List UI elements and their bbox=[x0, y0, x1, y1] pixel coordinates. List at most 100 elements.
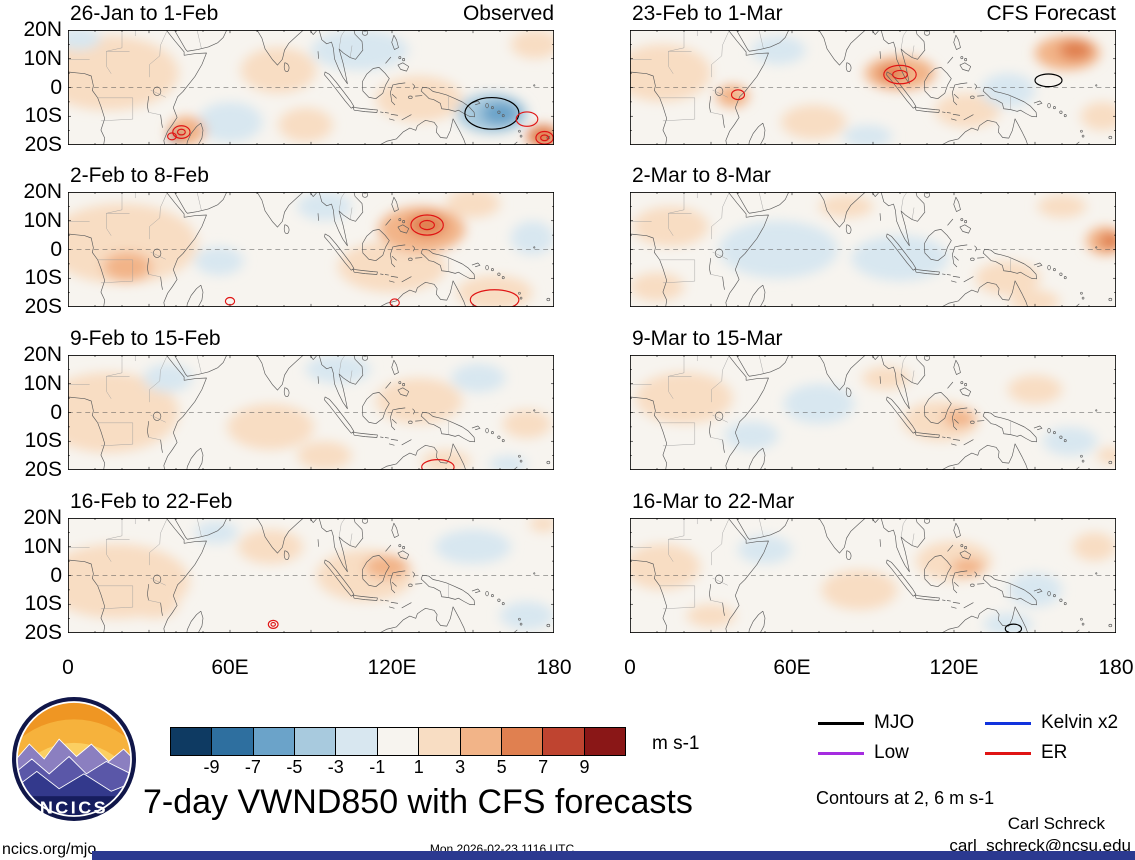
anomaly-map bbox=[68, 518, 554, 633]
coastline-layer bbox=[630, 355, 1113, 470]
legend-label: Kelvin x2 bbox=[1041, 712, 1119, 733]
legend-label: Low bbox=[874, 742, 909, 763]
er-wave-contour bbox=[730, 89, 746, 101]
contour-note: Contours at 2, 6 m s-1 bbox=[816, 788, 995, 808]
colorbar-tick-label: 3 bbox=[455, 757, 466, 777]
anomaly-map bbox=[68, 355, 554, 470]
colorbar-units: m s-1 bbox=[652, 733, 700, 754]
panel-title: 2-Feb to 8-Feb bbox=[70, 164, 209, 187]
er-wave-contour bbox=[267, 619, 279, 630]
panel-border bbox=[630, 355, 1116, 470]
map-panel-3: 16-Feb to 22-Feb bbox=[68, 490, 554, 633]
y-axis-label: 20S bbox=[24, 295, 62, 318]
y-axis-label: 0 bbox=[50, 563, 62, 587]
colorbar-cell bbox=[460, 728, 502, 755]
logo-text: NCICS bbox=[40, 798, 108, 818]
credit-name: Carl Schreck bbox=[1007, 814, 1105, 833]
coastline-layer bbox=[630, 518, 1113, 633]
credit-email: carl_schreck@ncsu.edu bbox=[949, 836, 1131, 855]
colorbar-cell bbox=[212, 728, 254, 755]
colorbar-tick-label: 5 bbox=[496, 757, 507, 777]
legend-label: ER bbox=[1041, 742, 1068, 763]
legend-line-er bbox=[985, 752, 1031, 755]
mjo-wave-contour bbox=[1034, 73, 1063, 88]
x-axis-label: 0 bbox=[624, 656, 636, 679]
mjo-wave-contour bbox=[464, 96, 520, 130]
legend-line-kelvin-x2 bbox=[985, 722, 1031, 725]
anomaly-map bbox=[630, 192, 1116, 307]
legend-line-low bbox=[818, 752, 864, 755]
column-header-label: CFS Forecast bbox=[986, 2, 1116, 25]
map-panel-0: 26-Jan to 1-Feb Observed bbox=[68, 2, 554, 145]
mjo-wave-contour bbox=[1004, 623, 1023, 633]
panel-border bbox=[68, 192, 554, 307]
er-wave-contour bbox=[410, 214, 444, 236]
colorbar-tick-label: -3 bbox=[327, 757, 344, 777]
map-panel-5: 2-Mar to 8-Mar bbox=[630, 164, 1116, 307]
panel-title: 16-Feb to 22-Feb bbox=[70, 490, 233, 513]
footer-bar bbox=[92, 851, 1135, 860]
colorbar-tick-label: -5 bbox=[286, 757, 303, 777]
er-wave-contour bbox=[515, 111, 539, 127]
map-panel-7: 16-Mar to 22-Mar bbox=[630, 490, 1116, 633]
anomaly-map bbox=[630, 355, 1116, 470]
y-axis-label: 10S bbox=[24, 592, 62, 616]
colorbar-tick-label: -9 bbox=[203, 757, 220, 777]
colorbar-cell bbox=[295, 728, 337, 755]
er-wave-contour bbox=[883, 64, 917, 85]
column-header-label: Observed bbox=[462, 2, 554, 25]
x-axis-label: 180 bbox=[1098, 656, 1134, 679]
colorbar-cell bbox=[377, 728, 420, 755]
panel-border bbox=[68, 355, 554, 470]
anomaly-shading-layer bbox=[68, 192, 554, 307]
anomaly-map bbox=[630, 518, 1116, 633]
y-axis-label: 10N bbox=[23, 46, 62, 70]
x-axis-label: 180 bbox=[536, 656, 572, 679]
colorbar bbox=[170, 727, 626, 756]
y-axis-label: 20N bbox=[23, 180, 62, 203]
y-axis-label: 10S bbox=[24, 104, 62, 128]
panel-border bbox=[68, 30, 554, 145]
er-wave-contour bbox=[535, 130, 554, 145]
anomaly-map bbox=[68, 30, 554, 145]
y-axis-label: 20S bbox=[24, 133, 62, 156]
map-panel-2: 9-Feb to 15-Feb bbox=[68, 327, 554, 470]
y-axis-label: 0 bbox=[50, 237, 62, 261]
anomaly-shading-layer bbox=[630, 532, 1116, 633]
y-axis-label: 0 bbox=[50, 400, 62, 424]
colorbar-tick-label: 9 bbox=[579, 757, 590, 777]
panel-title: 9-Mar to 15-Mar bbox=[632, 327, 783, 350]
x-axis-label: 120E bbox=[929, 656, 979, 679]
panel-title: 16-Mar to 22-Mar bbox=[632, 490, 795, 513]
colorbar-tick-label: -1 bbox=[369, 757, 386, 777]
y-axis-label: 0 bbox=[50, 75, 62, 99]
map-panel-1: 2-Feb to 8-Feb bbox=[68, 164, 554, 307]
x-axis-label: 60E bbox=[773, 656, 811, 679]
coastline-layer bbox=[68, 30, 551, 145]
colorbar-cell bbox=[584, 728, 625, 755]
er-wave-contour bbox=[167, 132, 177, 141]
y-axis-label: 10S bbox=[24, 429, 62, 453]
legend-line-mjo bbox=[818, 722, 864, 725]
ncics-logo: NCICS bbox=[12, 697, 136, 821]
coastline-layer bbox=[630, 192, 1113, 307]
er-wave-contour bbox=[469, 289, 520, 307]
coastline-layer bbox=[68, 518, 551, 633]
y-axis-label: 10N bbox=[23, 534, 62, 558]
panel-title: 23-Feb to 1-Mar bbox=[632, 2, 783, 25]
colorbar-cell bbox=[419, 728, 461, 755]
figure-title: 7-day VWND850 with CFS forecasts bbox=[143, 783, 693, 821]
colorbar-cell bbox=[501, 728, 544, 755]
map-panel-4: 23-Feb to 1-Mar CFS Forecast bbox=[630, 2, 1116, 145]
y-axis-label: 10N bbox=[23, 371, 62, 395]
anomaly-shading-layer bbox=[635, 366, 1116, 465]
x-axis-label: 120E bbox=[367, 656, 417, 679]
legend-label: MJO bbox=[874, 712, 915, 733]
x-axis-label: 60E bbox=[211, 656, 249, 679]
colorbar-cell bbox=[171, 728, 213, 755]
coastline-layer bbox=[630, 30, 1113, 145]
panel-border bbox=[630, 518, 1116, 633]
panel-border bbox=[630, 192, 1116, 307]
panel-title: 2-Mar to 8-Mar bbox=[632, 164, 771, 187]
